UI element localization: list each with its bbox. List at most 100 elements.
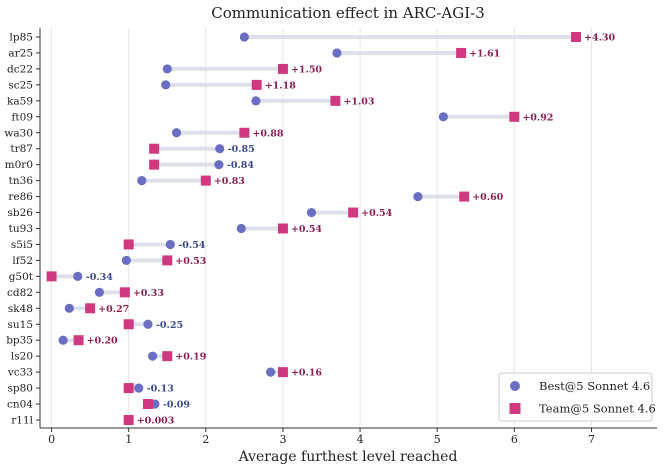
x-tick-label: 4 bbox=[357, 433, 364, 446]
delta-labels: +4.30 +1.61 +1.50 +1.18 +1.03 +0.92 +0.88 -0.85… bbox=[86, 33, 616, 427]
x-tick-label: 6 bbox=[511, 433, 518, 446]
delta-label: +1.50 bbox=[291, 64, 322, 75]
y-tick-label: sb26 bbox=[8, 207, 34, 219]
delta-label: +0.54 bbox=[361, 208, 392, 219]
delta-label: -0.25 bbox=[156, 320, 183, 331]
best-point bbox=[215, 144, 225, 154]
best-point bbox=[94, 287, 104, 297]
team-point bbox=[123, 383, 134, 394]
team-point bbox=[123, 415, 134, 425]
best-point bbox=[332, 48, 342, 58]
team-point bbox=[239, 127, 250, 138]
x-tick-label: 3 bbox=[279, 433, 286, 446]
best-point bbox=[143, 319, 153, 329]
delta-label: -0.85 bbox=[228, 144, 255, 155]
y-tick-label: cd82 bbox=[7, 287, 33, 299]
x-tick-label: 0 bbox=[48, 433, 55, 446]
y-tick-label: bp35 bbox=[6, 335, 33, 347]
best-point bbox=[121, 255, 131, 266]
team-point bbox=[456, 47, 467, 58]
team-point bbox=[73, 335, 84, 346]
legend-best-label: Best@5 Sonnet 4.6 bbox=[539, 379, 650, 393]
best-point bbox=[306, 207, 317, 218]
y-tick-label: r11l bbox=[11, 415, 33, 427]
team-point bbox=[277, 63, 288, 74]
y-tick-label: ka59 bbox=[7, 95, 33, 107]
delta-label: +0.16 bbox=[291, 368, 322, 379]
y-tick-label: tn36 bbox=[9, 175, 34, 187]
team-point bbox=[119, 287, 130, 298]
x-tick-label: 2 bbox=[202, 433, 209, 446]
legend-team-marker bbox=[509, 403, 521, 414]
y-tick-label: vc33 bbox=[7, 367, 33, 379]
team-point bbox=[85, 303, 96, 314]
delta-label: +0.53 bbox=[175, 256, 206, 267]
team-point bbox=[459, 191, 470, 202]
x-axis-label: Average furthest level reached bbox=[238, 449, 458, 464]
x-tick-label: 5 bbox=[434, 433, 441, 446]
team-point bbox=[162, 351, 173, 362]
y-tick-label: tr87 bbox=[10, 143, 33, 155]
team-point bbox=[251, 79, 262, 90]
delta-label: +0.60 bbox=[472, 192, 503, 203]
best-point bbox=[148, 351, 158, 361]
best-point bbox=[214, 160, 224, 170]
best-point bbox=[137, 176, 147, 186]
delta-label: -0.34 bbox=[86, 272, 113, 283]
delta-label: +0.19 bbox=[175, 352, 206, 363]
x-tick-labels: 0 1 2 3 4 5 6 7 bbox=[48, 433, 595, 446]
connectors bbox=[49, 35, 579, 422]
y-tick-label: sp80 bbox=[8, 383, 33, 395]
team-point bbox=[149, 159, 160, 170]
best-point bbox=[64, 303, 74, 313]
team-point bbox=[277, 367, 288, 378]
team-point bbox=[330, 95, 341, 106]
axes bbox=[36, 28, 657, 432]
delta-label: +0.003 bbox=[137, 416, 175, 427]
delta-label: -0.54 bbox=[178, 240, 205, 251]
legend-box bbox=[498, 372, 653, 422]
delta-label: +4.30 bbox=[584, 33, 615, 44]
legend: Best@5 Sonnet 4.6 Team@5 Sonnet 4.6 bbox=[498, 372, 656, 422]
best-point bbox=[251, 96, 261, 106]
delta-label: +0.33 bbox=[133, 288, 164, 299]
legend-team-label: Team@5 Sonnet 4.6 bbox=[539, 402, 656, 416]
best-point bbox=[239, 32, 249, 42]
delta-label: -0.13 bbox=[147, 384, 174, 395]
delta-label: +0.92 bbox=[522, 112, 553, 123]
y-tick-label: lf52 bbox=[12, 255, 33, 267]
y-tick-label: lp85 bbox=[10, 32, 33, 44]
team-point bbox=[123, 319, 134, 330]
delta-label: +0.83 bbox=[214, 176, 245, 187]
delta-label: +0.20 bbox=[87, 336, 118, 347]
team-point bbox=[162, 255, 173, 266]
legend-best-marker bbox=[510, 381, 520, 391]
y-tick-label: ar25 bbox=[8, 47, 33, 59]
y-tick-label: sk48 bbox=[8, 303, 33, 315]
best-point bbox=[236, 223, 246, 234]
y-tick-label: re86 bbox=[8, 191, 33, 203]
best-point bbox=[73, 271, 83, 281]
best-point bbox=[161, 80, 171, 90]
y-tick-label: cn04 bbox=[7, 399, 33, 411]
y-tick-label: s5i5 bbox=[11, 239, 33, 251]
team-point bbox=[46, 271, 57, 282]
y-tick-label: sc25 bbox=[8, 79, 33, 91]
team-point bbox=[200, 175, 211, 186]
best-point bbox=[438, 112, 448, 122]
best-point bbox=[171, 128, 182, 138]
y-tick-label: su15 bbox=[7, 319, 33, 331]
delta-label: -0.84 bbox=[227, 160, 254, 171]
y-tick-label: m0r0 bbox=[5, 159, 33, 171]
delta-label: +0.27 bbox=[98, 304, 129, 315]
y-tick-label: ft09 bbox=[12, 111, 33, 123]
x-tick-label: 7 bbox=[588, 433, 595, 446]
best-point bbox=[162, 64, 172, 74]
x-tick-label: 1 bbox=[125, 433, 132, 446]
team-point bbox=[149, 143, 160, 154]
best-point bbox=[165, 239, 175, 250]
delta-label: +1.61 bbox=[469, 48, 500, 59]
y-tick-label: g50t bbox=[9, 271, 34, 283]
y-tick-labels: lp85 ar25 dc22 sc25 ka59 ft09 wa30 tr87 m0r0 tn36… bbox=[4, 32, 33, 427]
